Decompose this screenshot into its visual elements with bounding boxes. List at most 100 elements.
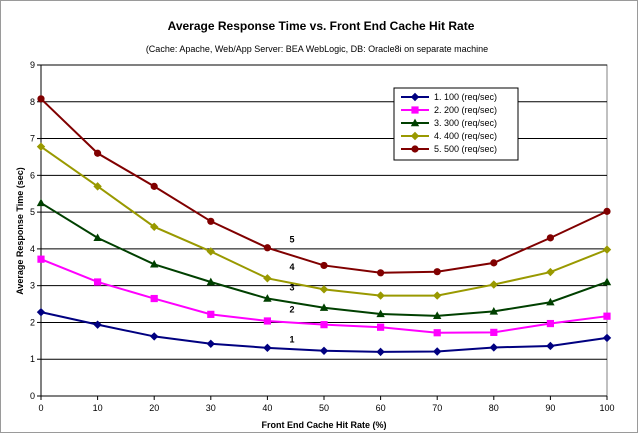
data-point xyxy=(94,149,102,157)
data-point xyxy=(603,207,611,215)
data-point xyxy=(489,280,498,289)
data-point xyxy=(319,303,329,311)
axes xyxy=(37,64,608,400)
data-point xyxy=(377,269,385,277)
data-point xyxy=(490,328,498,336)
legend-item-3: 3. 300 (req/sec) xyxy=(401,118,497,128)
data-point xyxy=(433,329,441,337)
data-point xyxy=(206,247,215,256)
x-tick-label: 90 xyxy=(545,403,555,413)
legend-label: 1. 100 (req/sec) xyxy=(434,92,497,102)
x-tick-label: 80 xyxy=(489,403,499,413)
legend-marker xyxy=(411,145,419,153)
data-point xyxy=(150,182,158,190)
data-point xyxy=(207,310,215,318)
data-point xyxy=(319,346,329,355)
curve-label-4: 4 xyxy=(289,262,294,272)
x-tick-label: 30 xyxy=(206,403,216,413)
data-point xyxy=(546,297,555,306)
annotations: 1 2 3 4 5 xyxy=(289,234,294,344)
data-point xyxy=(433,311,442,320)
y-tick-label: 5 xyxy=(30,207,35,217)
y-tick-labels: 0 1 2 3 4 5 6 7 8 9 xyxy=(30,60,35,401)
legend-marker xyxy=(410,92,420,102)
chart-title: Average Response Time vs. Front End Cach… xyxy=(168,19,475,33)
data-point xyxy=(376,347,385,357)
legend-item-1: 1. 100 (req/sec) xyxy=(401,92,497,102)
legend-label: 5. 500 (req/sec) xyxy=(434,144,497,154)
legend: 1. 100 (req/sec) 2. 200 (req/sec) 3. 300 (… xyxy=(393,87,519,161)
y-tick-label: 1 xyxy=(30,354,35,364)
data-point xyxy=(433,347,442,356)
x-tick-label: 20 xyxy=(149,403,159,413)
series-2 xyxy=(37,255,611,337)
legend-label: 2. 200 (req/sec) xyxy=(434,105,497,115)
data-point xyxy=(546,234,555,242)
x-axis-label: Front End Cache Hit Rate (%) xyxy=(261,420,386,430)
y-tick-label: 6 xyxy=(30,170,35,180)
data-point xyxy=(36,142,46,151)
x-tick-label: 50 xyxy=(319,403,329,413)
legend-label: 3. 300 (req/sec) xyxy=(434,118,497,128)
data-point xyxy=(263,343,272,353)
legend-label: 4. 400 (req/sec) xyxy=(434,131,497,141)
x-tick-label: 0 xyxy=(38,403,43,413)
series-3 xyxy=(36,198,612,320)
series-1 xyxy=(36,307,612,357)
data-point xyxy=(93,320,102,329)
data-point xyxy=(546,267,555,277)
chart-subtitle: (Cache: Apache, Web/App Server: BEA WebL… xyxy=(146,44,488,54)
y-tick-label: 0 xyxy=(30,391,35,401)
x-tick-label: 40 xyxy=(262,403,272,413)
data-point xyxy=(37,255,45,263)
data-point xyxy=(602,245,612,254)
data-point xyxy=(263,244,271,252)
data-point xyxy=(150,222,159,232)
y-tick-label: 4 xyxy=(30,244,35,254)
data-point xyxy=(36,198,46,207)
data-point xyxy=(320,321,328,329)
data-point xyxy=(37,95,45,103)
data-point xyxy=(490,259,498,267)
data-point xyxy=(93,233,102,242)
y-tick-label: 8 xyxy=(30,97,35,107)
y-tick-label: 2 xyxy=(30,317,35,327)
data-point xyxy=(602,277,612,286)
data-point xyxy=(489,343,498,352)
series-5 xyxy=(37,95,611,277)
legend-marker xyxy=(410,131,420,141)
data-point xyxy=(207,217,215,225)
y-axis-label: Average Response Time (sec) xyxy=(15,167,25,295)
data-point xyxy=(150,332,159,341)
curve-label-2: 2 xyxy=(289,305,294,315)
series-group xyxy=(36,95,612,357)
data-point xyxy=(319,285,329,294)
data-point xyxy=(36,307,46,317)
data-point xyxy=(546,319,554,328)
curve-label-5: 5 xyxy=(289,234,294,244)
y-tick-label: 7 xyxy=(30,134,35,144)
curve-label-3: 3 xyxy=(289,282,294,292)
curve-label-1: 1 xyxy=(289,335,294,345)
data-point xyxy=(93,182,102,191)
legend-item-4: 4. 400 (req/sec) xyxy=(401,131,497,141)
data-point xyxy=(433,268,441,276)
data-point xyxy=(376,309,385,318)
x-tick-label: 10 xyxy=(93,403,103,413)
data-point xyxy=(206,339,215,348)
x-tick-label: 70 xyxy=(432,403,442,413)
data-point xyxy=(206,277,215,286)
x-tick-label: 60 xyxy=(376,403,386,413)
x-tick-labels: 0 10 20 30 40 50 60 70 80 90 100 xyxy=(38,403,614,413)
x-tick-label: 100 xyxy=(599,403,614,413)
data-point xyxy=(376,291,385,300)
data-point xyxy=(546,341,555,351)
legend-item-5: 5. 500 (req/sec) xyxy=(401,144,497,154)
data-point xyxy=(263,294,272,302)
data-point xyxy=(150,259,159,268)
data-point xyxy=(150,294,158,303)
data-point xyxy=(320,261,328,270)
data-point xyxy=(602,333,612,343)
